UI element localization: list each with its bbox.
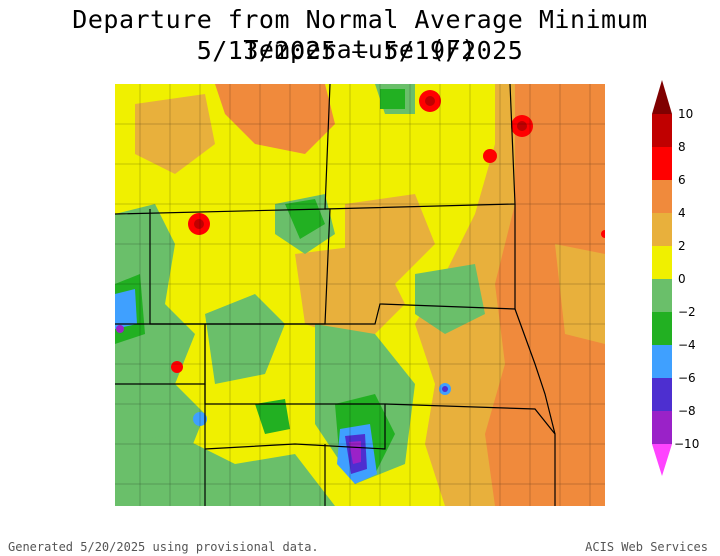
generated-note: Generated 5/20/2025 using provisional da… — [8, 540, 319, 554]
legend-swatch-m2-0 — [652, 279, 672, 312]
legend-label: 10 — [678, 107, 693, 121]
legend-arrow-bottom — [652, 444, 672, 476]
legend-label: −4 — [678, 338, 696, 352]
legend-label: −10 — [674, 437, 699, 451]
legend-label: −2 — [678, 305, 696, 319]
legend-label: −6 — [678, 371, 696, 385]
legend-swatch-m4-m2 — [652, 312, 672, 345]
temperature-departure-map — [115, 84, 605, 506]
legend-swatch-0-2 — [652, 246, 672, 279]
legend-arrow-top — [652, 80, 672, 114]
legend-label: 6 — [678, 173, 686, 187]
legend-swatch-m8-m6 — [652, 378, 672, 411]
legend-swatch-m10-m8 — [652, 411, 672, 444]
legend-swatch-6-8 — [652, 147, 672, 180]
legend-swatch-8-10 — [652, 114, 672, 147]
legend-label: 4 — [678, 206, 686, 220]
legend-label: 0 — [678, 272, 686, 286]
legend-swatch-2-4 — [652, 213, 672, 246]
legend-label: 2 — [678, 239, 686, 253]
legend-label: 8 — [678, 140, 686, 154]
map-title: Departure from Normal Average Minimum Te… — [72, 5, 648, 64]
map-date-range: 5/13/2025 – 5/19/2025 — [196, 36, 524, 65]
legend-label: −8 — [678, 404, 696, 418]
legend-swatch-m6-m4 — [652, 345, 672, 378]
legend-swatch-4-6 — [652, 180, 672, 213]
source-credit: ACIS Web Services — [585, 540, 708, 554]
color-scale-legend: 10 8 6 4 2 0 −2 −4 −6 −8 −10 — [652, 80, 699, 476]
